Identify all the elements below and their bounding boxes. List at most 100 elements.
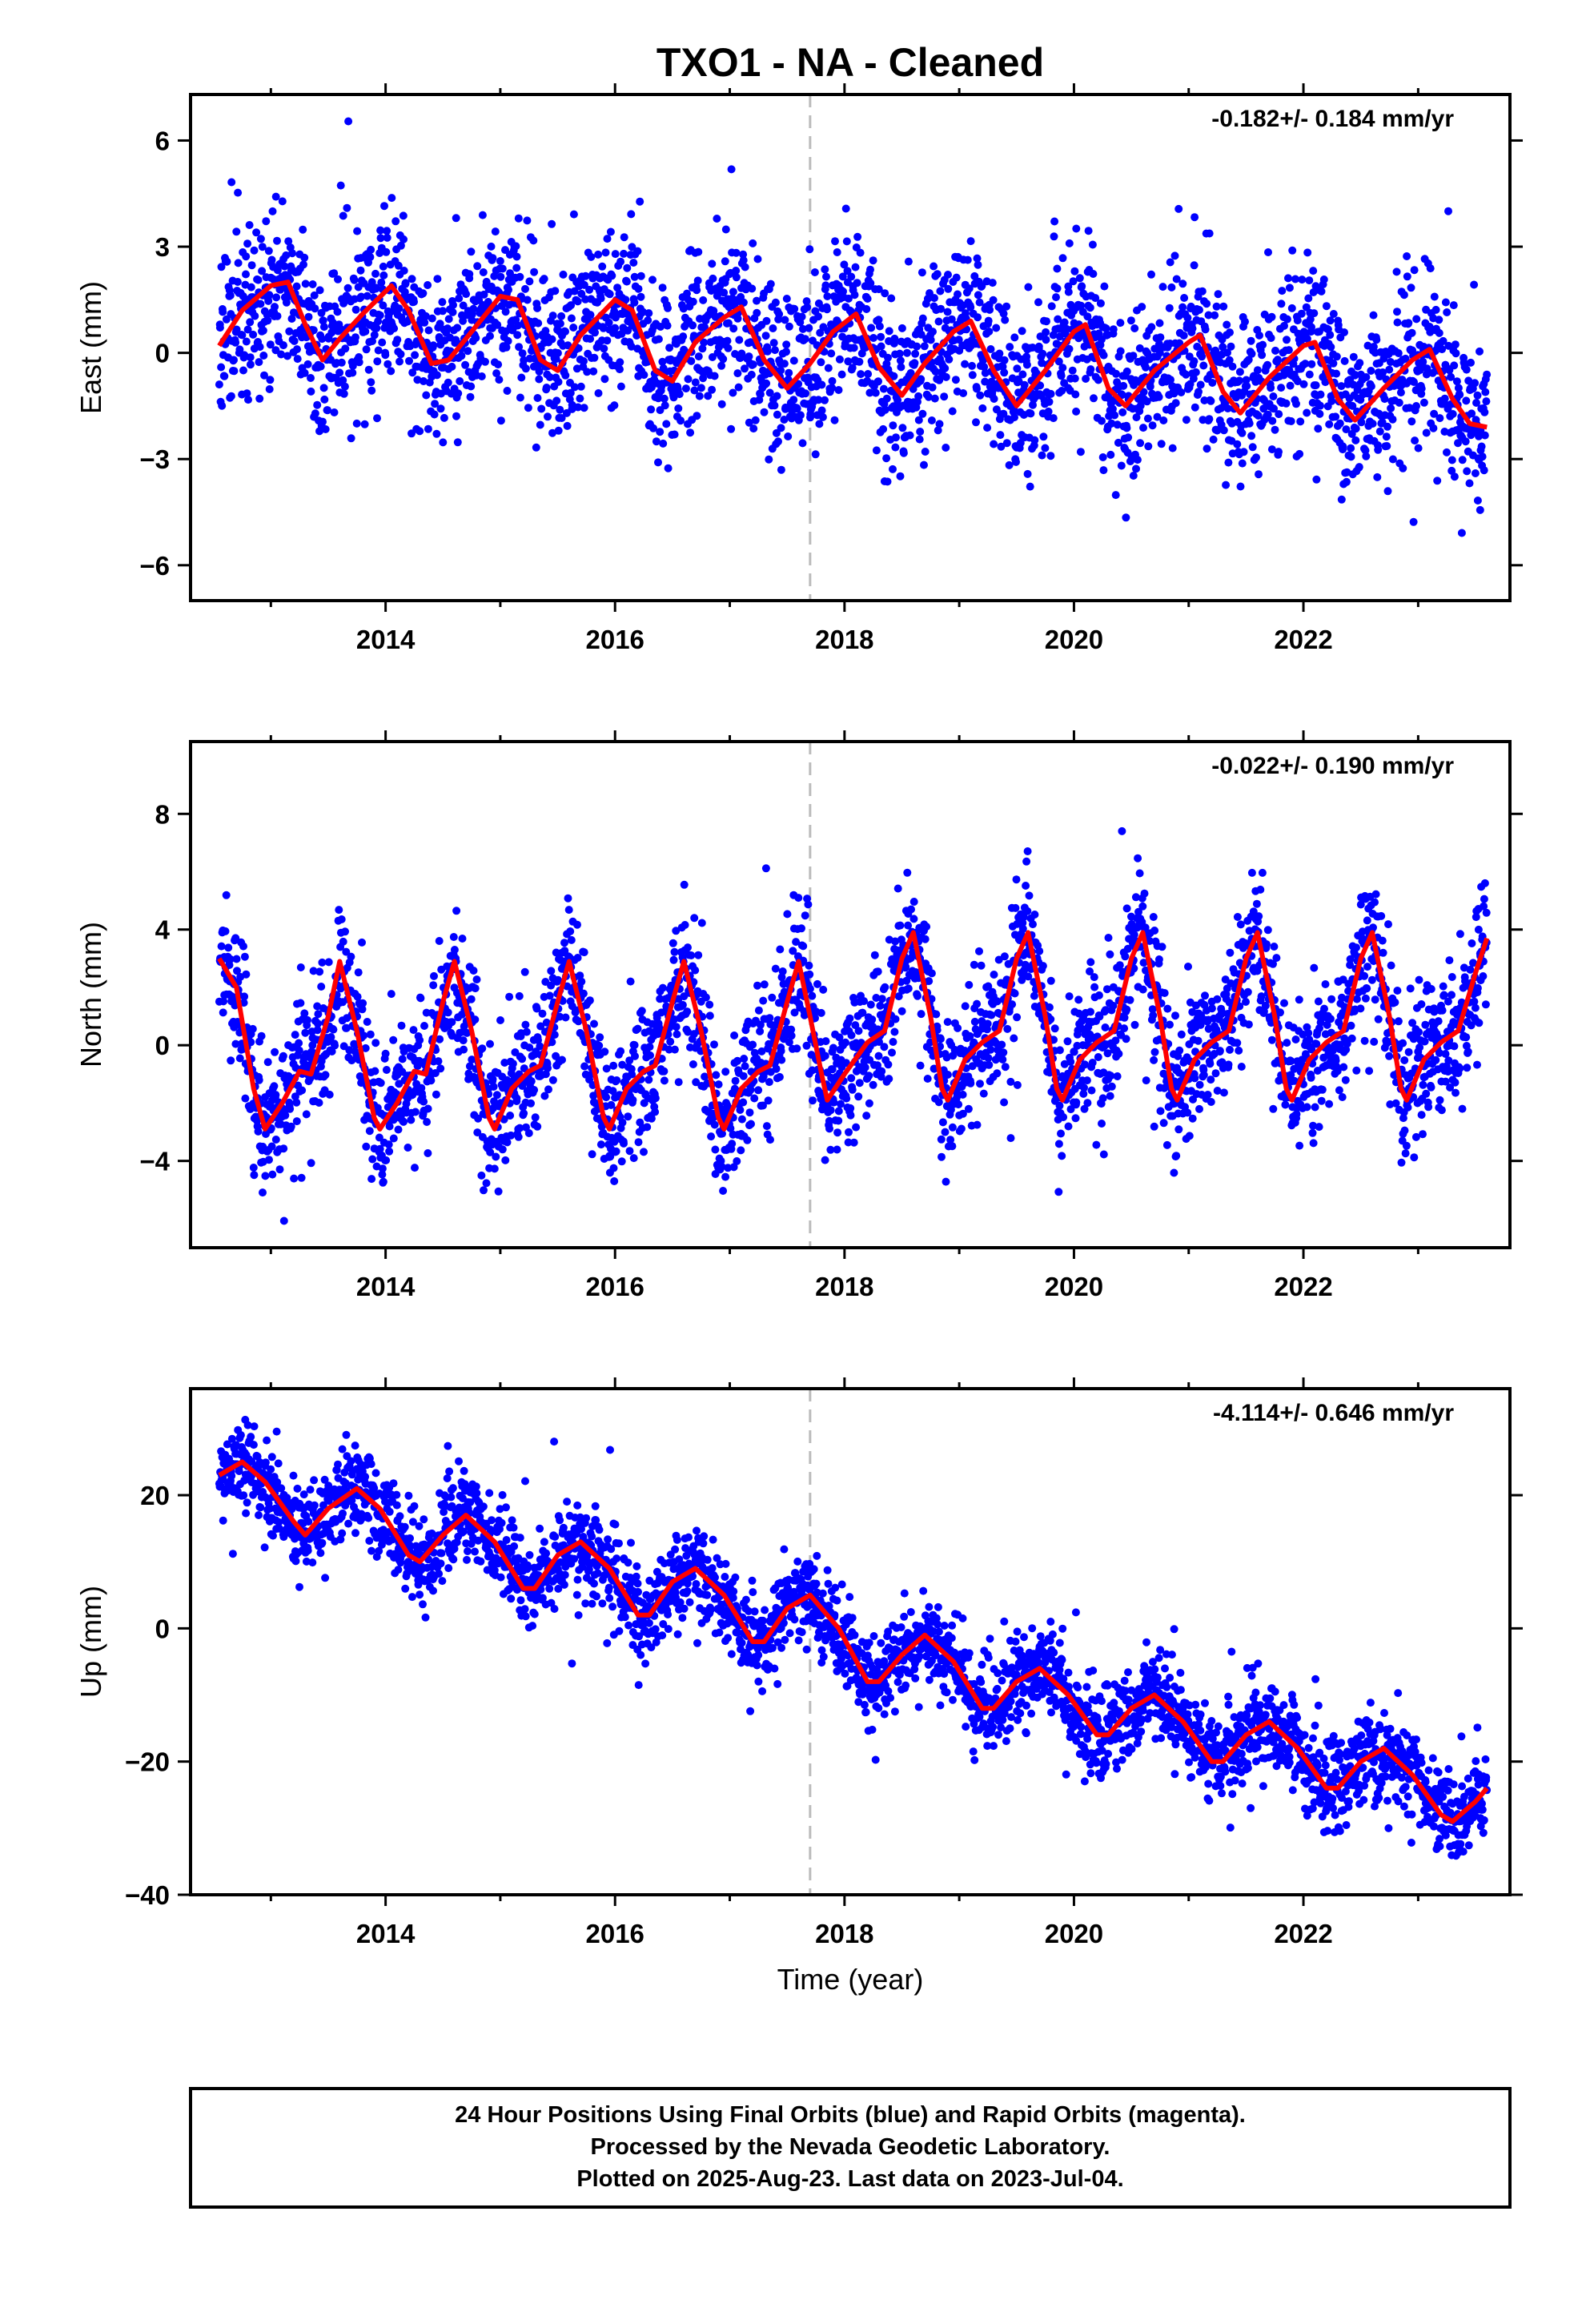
data-point	[1284, 274, 1292, 283]
data-point	[503, 387, 512, 395]
data-point	[429, 341, 438, 350]
data-point	[1286, 381, 1295, 390]
data-point	[400, 267, 408, 275]
data-point	[444, 315, 453, 324]
data-point	[430, 971, 438, 980]
data-point	[997, 442, 1006, 451]
data-point	[1195, 306, 1203, 314]
data-point	[604, 318, 613, 327]
data-point	[1155, 319, 1164, 328]
data-point	[732, 267, 741, 275]
data-point	[620, 249, 628, 258]
data-point	[1317, 287, 1326, 296]
data-point	[564, 906, 573, 915]
data-point	[378, 338, 387, 347]
y-tick-label: −6	[139, 551, 170, 581]
data-point	[996, 431, 1005, 440]
data-point	[1462, 365, 1471, 374]
data-point	[1268, 416, 1277, 425]
data-point	[348, 368, 357, 377]
data-point	[1409, 517, 1418, 526]
data-point	[1011, 903, 1020, 912]
data-point	[1348, 401, 1357, 410]
data-point	[721, 1172, 730, 1181]
data-point	[240, 351, 249, 360]
data-point	[389, 1035, 398, 1044]
data-point	[693, 412, 701, 420]
data-point	[368, 1155, 377, 1164]
data-point	[772, 1064, 781, 1073]
data-point	[1287, 304, 1296, 312]
data-point	[234, 188, 243, 197]
data-point	[726, 1124, 735, 1132]
data-point	[292, 1117, 301, 1126]
data-point	[1478, 452, 1487, 461]
data-point	[420, 1022, 428, 1030]
data-point	[1293, 377, 1302, 386]
data-point	[1226, 328, 1234, 337]
data-point	[358, 1005, 367, 1014]
data-point	[375, 1133, 383, 1142]
data-point	[885, 327, 893, 336]
data-point	[933, 270, 942, 279]
data-point	[739, 250, 748, 259]
data-point	[265, 1156, 273, 1164]
data-point	[1002, 439, 1011, 448]
data-point	[538, 1009, 547, 1018]
data-point	[424, 1104, 432, 1113]
data-point	[1287, 417, 1295, 425]
data-point	[821, 396, 829, 404]
data-point	[1129, 472, 1138, 480]
data-point	[531, 1113, 540, 1122]
data-point	[540, 1092, 549, 1100]
data-point	[897, 324, 906, 332]
data-point	[1023, 907, 1032, 915]
data-point	[773, 410, 781, 419]
data-point	[567, 935, 576, 944]
data-point	[1003, 1024, 1012, 1033]
data-point	[309, 326, 318, 335]
data-point	[1013, 364, 1022, 373]
data-point	[1331, 412, 1340, 421]
data-point	[318, 958, 327, 967]
data-point	[1470, 280, 1479, 289]
data-point	[1419, 357, 1427, 366]
data-point	[774, 437, 782, 446]
data-point	[1337, 382, 1346, 391]
data-point	[1314, 424, 1323, 433]
data-point	[416, 994, 425, 1003]
data-point	[1242, 376, 1251, 384]
data-point	[794, 894, 803, 903]
data-point	[880, 1043, 889, 1051]
data-point	[576, 382, 585, 391]
data-point	[1419, 398, 1428, 407]
data-point	[1254, 412, 1263, 420]
data-point	[891, 937, 900, 946]
data-point	[1269, 392, 1278, 400]
data-point	[934, 317, 943, 326]
data-point	[958, 1109, 967, 1118]
data-point	[616, 358, 624, 367]
data-point	[753, 255, 762, 263]
data-point	[602, 1093, 611, 1102]
data-point	[1008, 1000, 1017, 1009]
data-point	[1422, 428, 1431, 437]
data-point	[1351, 436, 1360, 444]
data-point	[1299, 380, 1308, 388]
data-point	[734, 383, 743, 392]
data-point	[1042, 328, 1050, 336]
data-point	[319, 417, 327, 426]
data-point	[536, 420, 544, 429]
data-point	[1275, 448, 1283, 456]
data-point	[634, 284, 643, 293]
data-point	[1321, 378, 1330, 387]
data-point	[1305, 276, 1314, 285]
data-point	[917, 1010, 926, 1019]
data-point	[625, 1147, 634, 1156]
data-point	[790, 1008, 799, 1017]
data-point	[677, 416, 685, 425]
data-point	[740, 1055, 749, 1063]
data-point	[405, 356, 413, 365]
data-point	[424, 281, 432, 289]
data-point	[1201, 325, 1210, 334]
